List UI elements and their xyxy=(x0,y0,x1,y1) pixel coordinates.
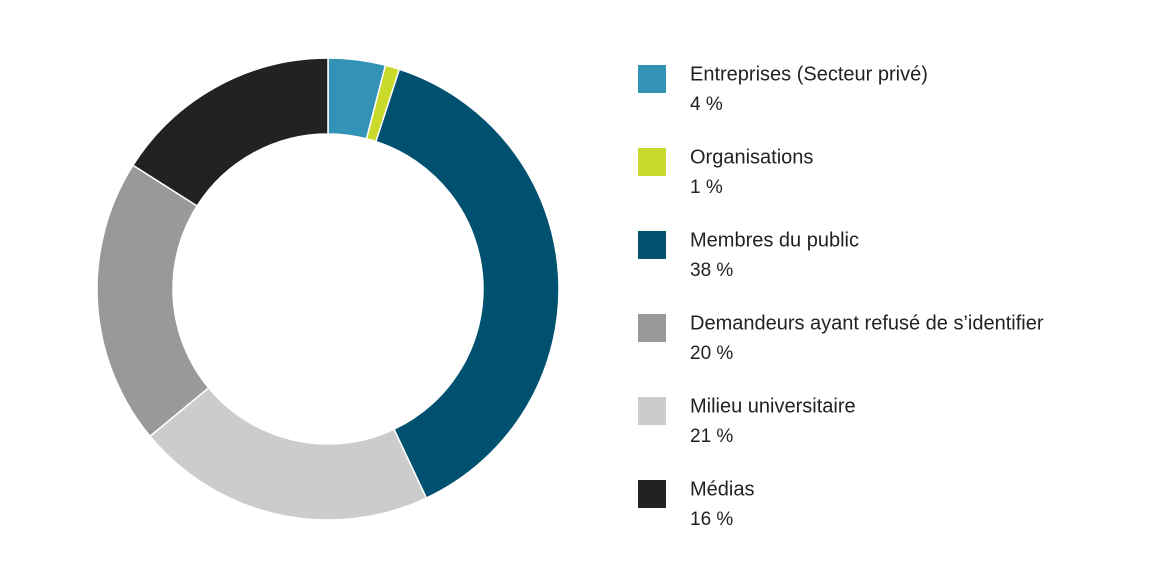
legend-swatch xyxy=(638,314,666,342)
donut-slice xyxy=(96,164,210,438)
donut-slice xyxy=(131,57,329,207)
legend-swatch xyxy=(638,65,666,93)
donut-slice xyxy=(148,386,428,521)
donut-slice xyxy=(374,68,560,500)
value-label: 20 % xyxy=(690,343,733,364)
value-label: 38 % xyxy=(690,260,733,281)
legend-swatch xyxy=(638,480,666,508)
legend-label: Demandeurs ayant refusé de s’identifier xyxy=(690,312,1044,334)
legend-label: Membres du public xyxy=(690,229,859,251)
value-label: 21 % xyxy=(690,426,733,447)
legend-label: Médias xyxy=(690,478,754,500)
legend-swatch xyxy=(638,231,666,259)
legend-label: Entreprises (Secteur privé) xyxy=(690,63,928,85)
value-label: 1 % xyxy=(690,177,723,198)
legend-label: Milieu universitaire xyxy=(690,395,856,417)
value-label: 16 % xyxy=(690,509,733,530)
value-label: 4 % xyxy=(690,94,723,115)
legend-swatch xyxy=(638,148,666,176)
legend-label: Organisations xyxy=(690,146,813,168)
legend-swatch xyxy=(638,397,666,425)
